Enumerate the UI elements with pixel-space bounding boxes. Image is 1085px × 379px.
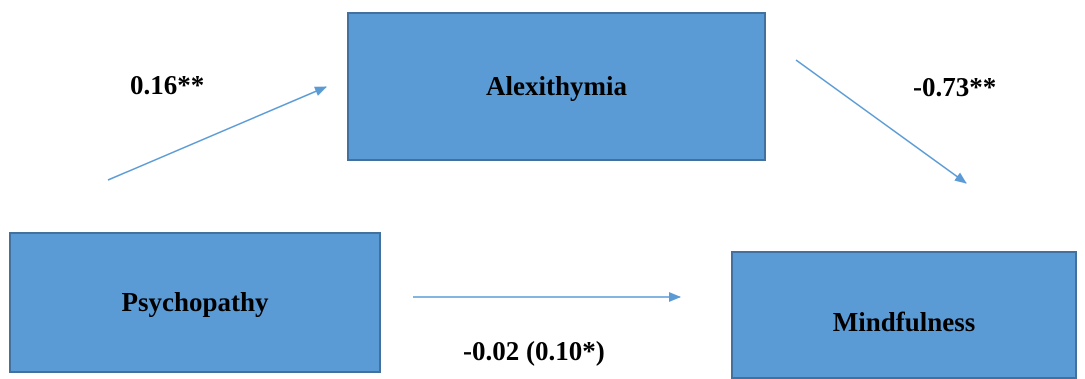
arrow-psychopathy-to-alexithymia [107, 86, 327, 181]
path-b-coefficient: -0.73** [913, 72, 997, 102]
node-mindfulness: Mindfulness [731, 251, 1077, 379]
arrow-alexithymia-to-mindfulness [795, 59, 967, 184]
node-alexithymia: Alexithymia [347, 12, 766, 161]
node-label-mindfulness: Mindfulness [832, 307, 976, 337]
path-c-coefficient: -0.02 (0.10*) [463, 336, 605, 366]
node-label-psychopathy: Psychopathy [121, 287, 269, 317]
path-a-coefficient: 0.16** [130, 70, 205, 100]
node-psychopathy: Psychopathy [9, 232, 381, 373]
node-label-alexithymia: Alexithymia [486, 71, 627, 101]
